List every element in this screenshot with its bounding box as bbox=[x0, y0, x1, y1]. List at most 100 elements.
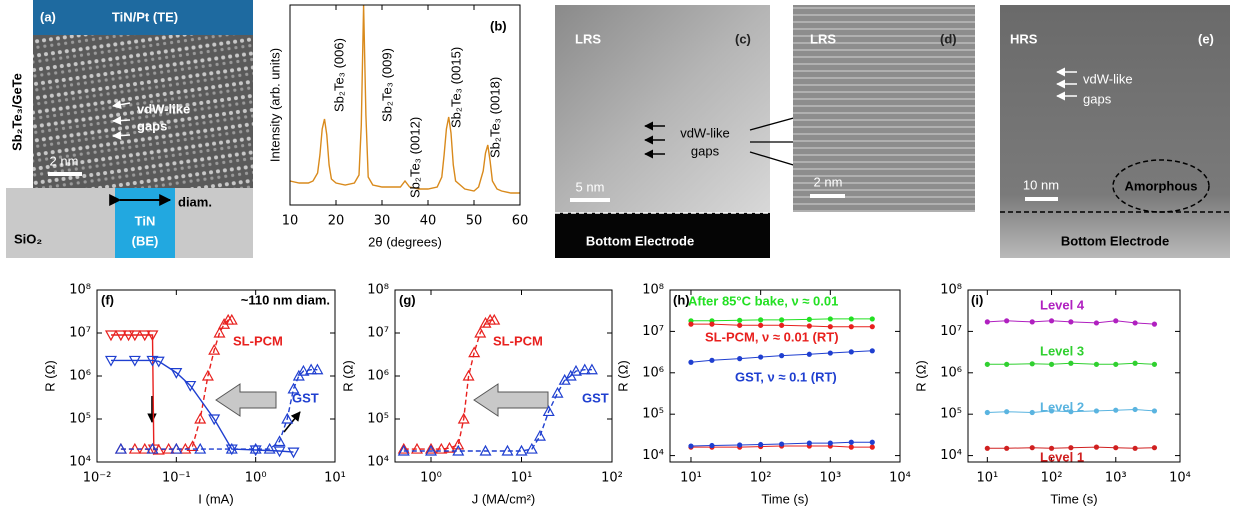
scale-label: 5 nm bbox=[576, 179, 605, 194]
data-point bbox=[1029, 361, 1035, 367]
y-axis-label: R (Ω) bbox=[913, 360, 928, 391]
data-point bbox=[435, 442, 448, 454]
data-point bbox=[1113, 445, 1119, 451]
data-point bbox=[779, 353, 785, 359]
panel-label: (f) bbox=[101, 292, 114, 307]
x-tick-label: 10⁻² bbox=[83, 471, 112, 486]
data-point bbox=[1048, 445, 1055, 451]
x-axis-label: I (mA) bbox=[198, 491, 233, 506]
tem-image bbox=[33, 35, 253, 188]
data-point bbox=[533, 429, 546, 441]
scale-label: 2 nm bbox=[50, 153, 79, 168]
data-point bbox=[443, 441, 456, 453]
data-line bbox=[120, 369, 318, 450]
x-tick-label: 40 bbox=[420, 214, 437, 229]
data-point bbox=[1068, 445, 1074, 451]
data-point bbox=[806, 440, 812, 446]
region-label: Amorphous bbox=[1125, 178, 1198, 193]
data-point bbox=[1132, 406, 1138, 413]
y-tick-label: 10⁵ bbox=[69, 412, 91, 427]
data-point bbox=[410, 442, 424, 454]
data-point bbox=[869, 324, 875, 330]
data-point bbox=[758, 354, 764, 360]
data-point bbox=[468, 346, 481, 358]
data-point bbox=[737, 442, 743, 448]
data-point bbox=[488, 313, 501, 325]
electrode-label: Bottom Electrode bbox=[586, 233, 694, 248]
annotation: gaps bbox=[691, 143, 720, 158]
arrow bbox=[112, 131, 131, 141]
series-label: After 85°C bake, ν ≈ 0.01 bbox=[688, 293, 838, 308]
data-point bbox=[128, 330, 141, 342]
data-point bbox=[424, 444, 438, 456]
x-tick-label: 10⁰ bbox=[245, 471, 267, 486]
panel-label: (g) bbox=[399, 292, 416, 307]
panel-label: (b) bbox=[490, 18, 507, 33]
series-label: GST bbox=[292, 390, 319, 405]
data-point bbox=[1151, 361, 1158, 367]
width-label: diam. bbox=[178, 194, 212, 209]
panel-e: HRS (e) vdW-like gaps 10 nm Amorphous Bo… bbox=[1000, 5, 1230, 258]
data-point bbox=[551, 386, 564, 398]
data-point bbox=[806, 323, 812, 329]
y-tick-label: 10⁷ bbox=[642, 324, 664, 339]
data-point bbox=[848, 316, 854, 322]
data-point bbox=[984, 445, 990, 451]
direction-arrow bbox=[473, 383, 549, 417]
data-point bbox=[827, 350, 833, 356]
x-axis-label: Time (s) bbox=[1050, 491, 1097, 506]
data-point bbox=[194, 412, 207, 424]
top-electrode bbox=[33, 0, 253, 35]
data-point bbox=[452, 444, 465, 456]
data-point bbox=[170, 367, 183, 379]
data-point bbox=[281, 412, 294, 424]
data-point bbox=[737, 317, 743, 323]
x-tick-label: 10¹ bbox=[324, 471, 346, 486]
series-label: GST bbox=[582, 390, 609, 405]
data-point bbox=[779, 441, 785, 447]
scale-bar bbox=[48, 172, 82, 176]
data-point bbox=[128, 355, 141, 367]
panel-label: (d) bbox=[940, 31, 957, 46]
plot-frame bbox=[394, 289, 613, 463]
data-point bbox=[397, 444, 410, 456]
data-point bbox=[170, 442, 183, 454]
data-point bbox=[984, 409, 990, 416]
data-point bbox=[297, 364, 310, 376]
data-point bbox=[1029, 409, 1035, 416]
data-point bbox=[709, 357, 715, 363]
data-point bbox=[138, 330, 151, 342]
x-tick-label: 50 bbox=[466, 214, 483, 229]
panel-c: LRS (c) vdW-like gaps 5 nm Bottom Electr… bbox=[555, 5, 831, 258]
annotation: vdW-like bbox=[137, 101, 190, 116]
data-point bbox=[1093, 408, 1100, 414]
data-point bbox=[869, 316, 875, 322]
y-tick-label: 10⁸ bbox=[642, 283, 664, 298]
data-point bbox=[213, 326, 226, 338]
data-point bbox=[501, 444, 514, 456]
data-point bbox=[462, 369, 475, 381]
data-line bbox=[111, 359, 294, 453]
scale-bar bbox=[810, 194, 845, 198]
y-axis-label: Intensity (arb. units) bbox=[267, 48, 282, 162]
data-point bbox=[225, 313, 238, 325]
data-point bbox=[1113, 318, 1119, 324]
data-point bbox=[397, 442, 410, 454]
data-point bbox=[1068, 360, 1074, 366]
x-tick-label: 60 bbox=[512, 214, 529, 229]
data-point bbox=[152, 356, 165, 368]
tem-image bbox=[1000, 5, 1230, 258]
y-tick-label: 10⁶ bbox=[367, 369, 389, 384]
annotation: Sb₂Te₃ (0018) bbox=[487, 77, 502, 158]
data-point bbox=[201, 369, 214, 381]
electrode-label: Bottom Electrode bbox=[1061, 233, 1169, 248]
data-line bbox=[403, 319, 495, 450]
data-point bbox=[827, 324, 833, 330]
data-point bbox=[273, 435, 286, 447]
data-point bbox=[114, 442, 127, 454]
data-point bbox=[758, 322, 764, 328]
x-tick-label: 10² bbox=[601, 471, 623, 486]
data-point bbox=[1048, 361, 1055, 367]
data-point bbox=[688, 321, 694, 327]
data-point bbox=[1113, 361, 1119, 367]
